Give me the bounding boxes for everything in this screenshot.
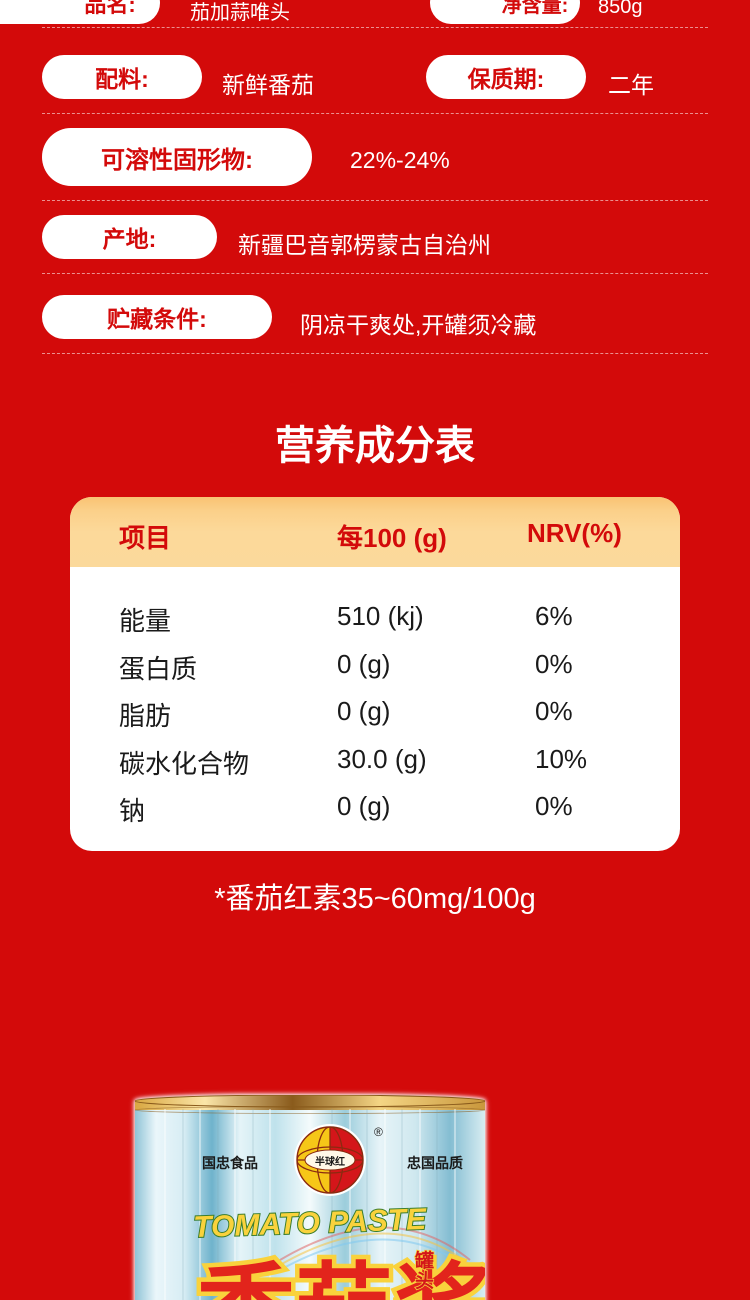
svg-text:忠国品质: 忠国品质 (407, 1155, 463, 1171)
svg-text:头: 头 (415, 1270, 434, 1292)
svg-text:国忠食品: 国忠食品 (202, 1155, 258, 1171)
svg-text:半球红: 半球红 (315, 1155, 345, 1168)
svg-text:罐: 罐 (414, 1249, 434, 1272)
svg-text:®: ® (374, 1125, 383, 1139)
svg-text:香茄酱: 香茄酱 (197, 1254, 485, 1300)
